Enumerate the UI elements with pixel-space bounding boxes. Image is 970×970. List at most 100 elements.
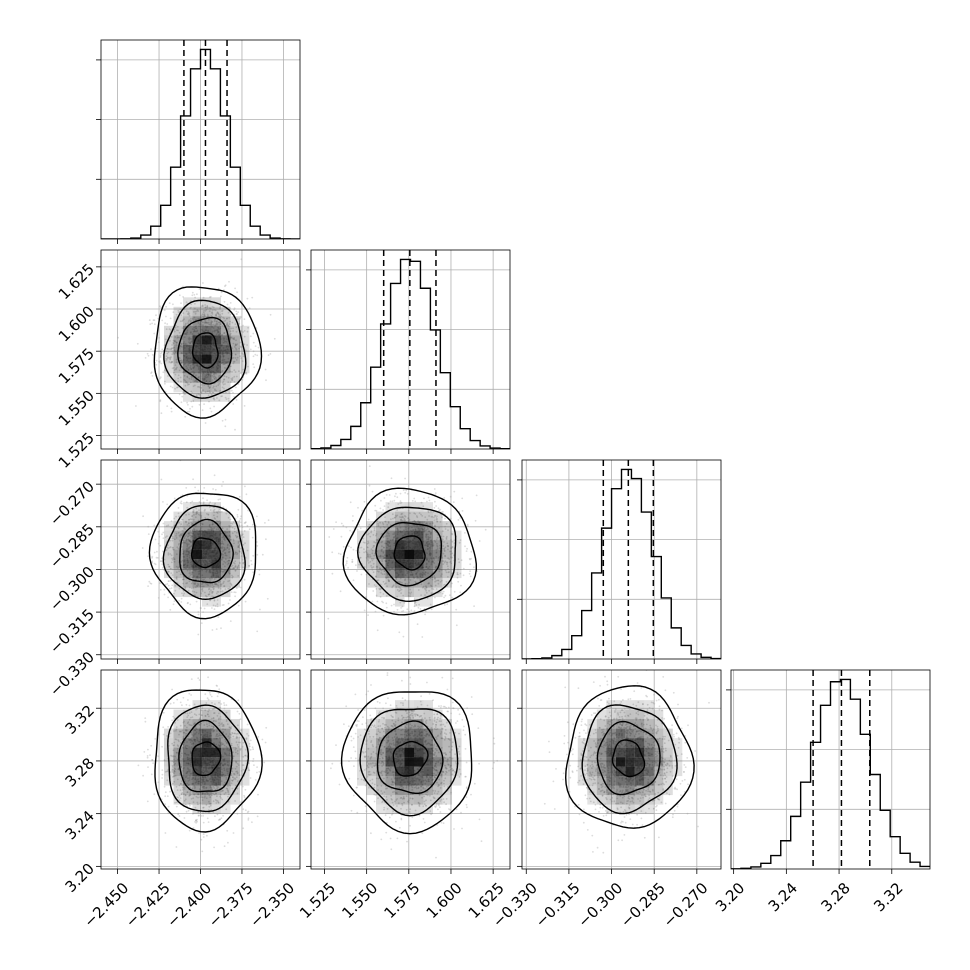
sample-point: [212, 387, 215, 389]
sample-point: [247, 810, 250, 813]
sample-point: [186, 524, 189, 526]
sample-point: [436, 536, 439, 539]
sample-point: [379, 568, 382, 570]
sample-point: [221, 382, 224, 384]
sample-point: [189, 381, 192, 384]
sample-point: [235, 348, 238, 351]
sample-point: [208, 503, 211, 505]
sample-point: [197, 377, 200, 379]
sample-point: [198, 509, 200, 511]
sample-point: [178, 542, 181, 545]
sample-point: [217, 287, 220, 290]
sample-point: [186, 602, 189, 605]
sample-point: [438, 570, 441, 573]
sample-point: [381, 545, 383, 548]
contour-level: [163, 299, 247, 399]
sample-point: [415, 515, 418, 517]
sample-point: [197, 489, 200, 492]
sample-point: [237, 564, 240, 567]
sample-point: [435, 505, 437, 507]
sample-point: [383, 583, 386, 585]
sample-point: [205, 308, 208, 311]
sample-point: [263, 761, 266, 764]
density-cell: [183, 344, 193, 355]
density-cell: [423, 559, 433, 569]
sample-point: [428, 530, 430, 532]
sample-point: [158, 535, 161, 538]
sample-point: [213, 398, 216, 401]
sample-point: [426, 522, 428, 525]
sample-point: [207, 821, 210, 823]
sample-point: [381, 600, 383, 603]
sample-point: [173, 780, 176, 783]
sample-point: [183, 341, 186, 343]
sample-point: [192, 478, 195, 481]
sample-point: [177, 527, 180, 530]
sample-point: [180, 523, 183, 525]
sample-point: [186, 544, 189, 547]
sample-point: [475, 494, 478, 497]
sample-point: [373, 584, 376, 586]
sample-point: [214, 388, 216, 391]
sample-point: [450, 547, 453, 550]
sample-point: [166, 323, 169, 325]
density-cell: [211, 297, 221, 307]
sample-point: [248, 564, 251, 567]
sample-point: [235, 359, 238, 361]
sample-point: [204, 591, 206, 594]
sample-point: [177, 531, 180, 534]
sample-point: [245, 738, 248, 740]
contour-level: [191, 537, 222, 569]
sample-point: [452, 501, 455, 503]
sample-point: [208, 400, 210, 403]
density-cell: [395, 540, 405, 550]
sample-point: [189, 529, 192, 532]
density-cell: [211, 521, 221, 531]
sample-point: [167, 584, 170, 587]
sample-point: [435, 565, 438, 568]
sample-point: [380, 572, 383, 574]
sample-point: [254, 353, 257, 356]
density-cell: [395, 587, 405, 598]
sample-point: [154, 538, 157, 541]
sample-point: [382, 523, 385, 526]
sample-point: [371, 600, 374, 603]
density-cell: [414, 587, 424, 598]
sample-point: [244, 748, 247, 751]
sample-point: [383, 505, 386, 508]
sample-point: [269, 353, 272, 355]
sample-point: [230, 327, 233, 330]
sample-point: [185, 487, 188, 489]
density-cell: [433, 559, 443, 569]
sample-point: [424, 535, 427, 538]
sample-point: [213, 397, 215, 400]
sample-point: [388, 535, 390, 537]
sample-point: [400, 588, 403, 591]
sample-point: [428, 530, 431, 533]
sample-point: [181, 320, 184, 322]
sample-point: [173, 600, 176, 603]
sample-point: [198, 288, 201, 290]
sample-point: [430, 531, 433, 534]
sample-point: [406, 492, 409, 495]
sample-point: [179, 502, 182, 504]
sample-point: [173, 558, 176, 561]
sample-point: [200, 387, 203, 389]
sample-point: [214, 309, 217, 312]
sample-point: [224, 552, 226, 555]
sample-point: [175, 341, 178, 344]
sample-point: [195, 591, 198, 594]
sample-point: [446, 603, 449, 606]
sample-point: [227, 381, 230, 383]
sample-point: [376, 539, 379, 542]
sample-point: [212, 509, 215, 512]
sample-point: [228, 548, 231, 551]
sample-point: [412, 520, 414, 523]
sample-point: [155, 359, 158, 362]
sample-point: [200, 522, 202, 525]
sample-point: [219, 706, 222, 709]
sample-point: [170, 410, 173, 413]
sample-point: [228, 559, 230, 562]
sample-point: [211, 586, 214, 589]
sample-point: [159, 582, 162, 585]
